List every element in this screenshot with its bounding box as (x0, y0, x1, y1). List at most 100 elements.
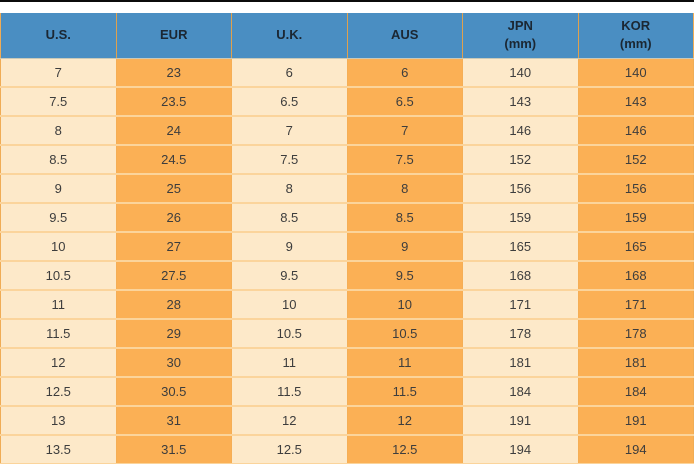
table-cell: 12.5 (346, 435, 463, 464)
table-cell: 9 (346, 232, 463, 262)
column-header-label: U.K. (276, 27, 303, 43)
column-header-eur: EUR (115, 13, 232, 59)
table-cell: 9 (0, 174, 116, 204)
table-cell: 146 (577, 116, 694, 146)
table-cell: 12 (231, 406, 347, 436)
table-cell: 11.5 (346, 377, 463, 407)
table-cell: 165 (462, 232, 578, 262)
header-row: U.S. EUR U.K. AUS JPN (mm) KOR (mm) (0, 13, 694, 59)
table-cell: 159 (462, 203, 578, 233)
table-cell: 24.5 (115, 145, 232, 175)
table-cell: 11.5 (0, 319, 116, 349)
table-cell: 12.5 (0, 377, 116, 407)
table-cell: 27.5 (115, 261, 232, 291)
shoe-size-conversion-table: U.S. EUR U.K. AUS JPN (mm) KOR (mm) 7 23 6 6 1… (0, 13, 694, 464)
column-header-uk: U.K. (231, 13, 347, 59)
table-cell: 24 (115, 116, 232, 146)
table-cell: 165 (577, 232, 694, 262)
table-row: 12.5 30.5 11.5 11.5 184 184 (0, 377, 694, 407)
table-cell: 171 (577, 290, 694, 320)
table-cell: 7 (0, 58, 116, 88)
table-cell: 9.5 (0, 203, 116, 233)
column-header-label: AUS (391, 27, 419, 43)
table-cell: 156 (462, 174, 578, 204)
table-cell: 8.5 (231, 203, 347, 233)
table-cell: 171 (462, 290, 578, 320)
table-cell: 9.5 (346, 261, 463, 291)
table-cell: 28 (115, 290, 232, 320)
table-cell: 29 (115, 319, 232, 349)
table-cell: 140 (577, 58, 694, 88)
table-cell: 6.5 (346, 87, 463, 117)
table-cell: 191 (462, 406, 578, 436)
table-cell: 181 (462, 348, 578, 378)
table-cell: 6 (231, 58, 347, 88)
table-cell: 8 (0, 116, 116, 146)
table-row: 11.5 29 10.5 10.5 178 178 (0, 319, 694, 349)
table-cell: 25 (115, 174, 232, 204)
table-cell: 11 (231, 348, 347, 378)
table-cell: 23 (115, 58, 232, 88)
table-cell: 8.5 (0, 145, 116, 175)
table-cell: 30 (115, 348, 232, 378)
table-cell: 152 (462, 145, 578, 175)
table-cell: 140 (462, 58, 578, 88)
column-header-unit: (mm) (504, 36, 537, 52)
table-cell: 178 (462, 319, 578, 349)
table-cell: 143 (577, 87, 694, 117)
table-cell: 10 (346, 290, 463, 320)
table-row: 9.5 26 8.5 8.5 159 159 (0, 203, 694, 233)
table-cell: 9.5 (231, 261, 347, 291)
top-divider-bar (0, 0, 694, 2)
table-cell: 11 (0, 290, 116, 320)
table-row: 12 30 11 11 181 181 (0, 348, 694, 378)
table-cell: 143 (462, 87, 578, 117)
column-header-label: KOR (621, 18, 651, 34)
table-cell: 10 (231, 290, 347, 320)
table-cell: 181 (577, 348, 694, 378)
column-header-jpn: JPN (mm) (462, 13, 578, 59)
table-row: 10.5 27.5 9.5 9.5 168 168 (0, 261, 694, 291)
table-cell: 7.5 (346, 145, 463, 175)
column-header-kor: KOR (mm) (577, 13, 694, 59)
table-cell: 13.5 (0, 435, 116, 464)
table-row: 9 25 8 8 156 156 (0, 174, 694, 204)
column-header-aus: AUS (346, 13, 463, 59)
table-cell: 12 (0, 348, 116, 378)
table-cell: 146 (462, 116, 578, 146)
table-cell: 184 (462, 377, 578, 407)
table-cell: 10.5 (231, 319, 347, 349)
column-header-us: U.S. (0, 13, 116, 59)
table-cell: 7.5 (0, 87, 116, 117)
table-cell: 23.5 (115, 87, 232, 117)
table-cell: 6 (346, 58, 463, 88)
table-cell: 7 (346, 116, 463, 146)
table-cell: 8.5 (346, 203, 463, 233)
column-header-label: EUR (160, 27, 188, 43)
table-cell: 178 (577, 319, 694, 349)
table-cell: 194 (462, 435, 578, 464)
table-cell: 11.5 (231, 377, 347, 407)
table-row: 10 27 9 9 165 165 (0, 232, 694, 262)
table-cell: 184 (577, 377, 694, 407)
table-row: 13 31 12 12 191 191 (0, 406, 694, 436)
table-cell: 27 (115, 232, 232, 262)
table-cell: 8 (231, 174, 347, 204)
table-cell: 10.5 (0, 261, 116, 291)
table-row: 7.5 23.5 6.5 6.5 143 143 (0, 87, 694, 117)
table-cell: 7 (231, 116, 347, 146)
table-body: 7 23 6 6 140 140 7.5 23.5 6.5 6.5 143 143 8 24 7 7 146… (0, 58, 694, 464)
column-header-label: U.S. (45, 27, 71, 43)
table-cell: 10.5 (346, 319, 463, 349)
table-cell: 152 (577, 145, 694, 175)
table-cell: 12.5 (231, 435, 347, 464)
table-cell: 159 (577, 203, 694, 233)
table-cell: 11 (346, 348, 463, 378)
table-cell: 26 (115, 203, 232, 233)
table-row: 8 24 7 7 146 146 (0, 116, 694, 146)
table-cell: 6.5 (231, 87, 347, 117)
table-cell: 8 (346, 174, 463, 204)
table-cell: 7.5 (231, 145, 347, 175)
table-cell: 12 (346, 406, 463, 436)
table-cell: 168 (462, 261, 578, 291)
